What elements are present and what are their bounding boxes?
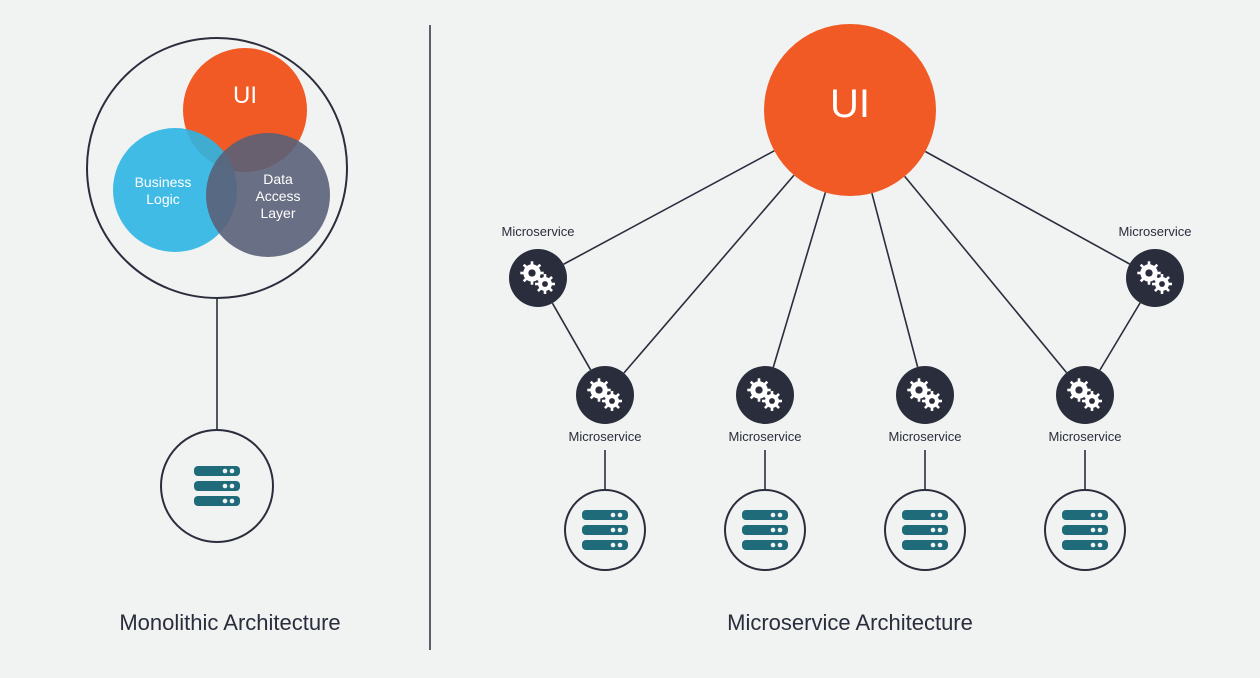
- microservice-node-label: Microservice: [705, 429, 825, 444]
- venn-bl-label: BusinessLogic: [108, 174, 218, 208]
- microservice-ui-label: UI: [790, 82, 910, 127]
- venn-dal-label: DataAccessLayer: [223, 171, 333, 221]
- microservice-node-label: Microservice: [865, 429, 985, 444]
- diagram-stage: UI BusinessLogicDataAccessLayer Monolithic…: [0, 0, 1260, 678]
- microservice-caption: Microservice Architecture: [700, 610, 1000, 636]
- microservice-node-label: Microservice: [1095, 224, 1215, 239]
- microservice-node-label: Microservice: [478, 224, 598, 239]
- microservice-node-label: Microservice: [545, 429, 665, 444]
- microservice-node-label: Microservice: [1025, 429, 1145, 444]
- monolithic-caption: Monolithic Architecture: [100, 610, 360, 636]
- label-overlay: UI BusinessLogicDataAccessLayer Monolithic…: [0, 0, 1260, 678]
- venn-ui-label: UI: [205, 82, 285, 110]
